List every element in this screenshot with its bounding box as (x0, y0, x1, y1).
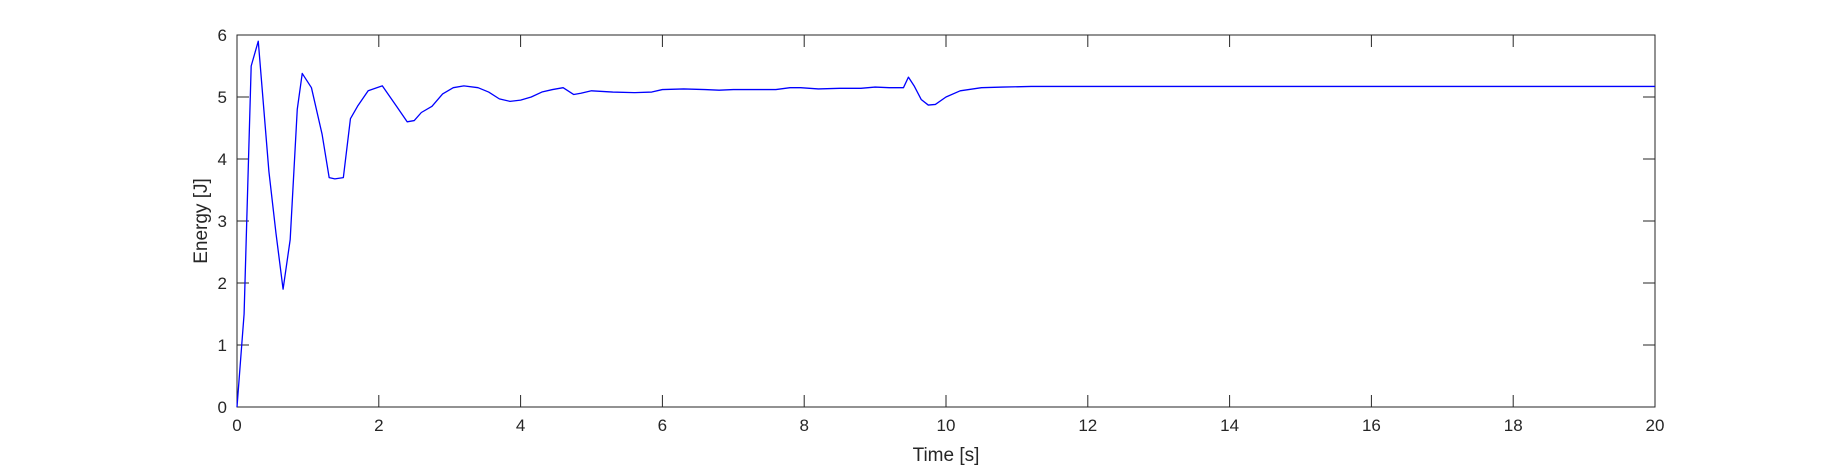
plot-area (236, 34, 1656, 408)
x-tick-label: 14 (1220, 416, 1239, 435)
x-tick-label: 2 (374, 416, 383, 435)
x-tick-label: 0 (232, 416, 241, 435)
y-tick-label: 0 (218, 398, 227, 417)
x-tick-label: 10 (937, 416, 956, 435)
y-tick-labels: 0 1 2 3 4 5 6 (218, 26, 227, 417)
x-tick-label: 6 (658, 416, 667, 435)
y-axis-label: Energy [J] (191, 178, 212, 264)
x-tick-labels: 0 2 4 6 8 10 12 14 16 18 20 (232, 416, 1664, 435)
y-tick-label: 3 (218, 212, 227, 231)
y-tick-label: 2 (218, 274, 227, 293)
x-tick-label: 20 (1646, 416, 1665, 435)
series-line (236, 40, 1655, 408)
x-tick-label: 18 (1504, 416, 1523, 435)
y-tick-label: 1 (218, 336, 227, 355)
x-tick-label: 12 (1078, 416, 1097, 435)
x-axis-label: Time [s] (913, 445, 980, 466)
y-tick-label: 4 (218, 150, 227, 169)
y-tick-label: 5 (218, 88, 227, 107)
x-tick-label: 8 (799, 416, 808, 435)
x-tick-label: 16 (1362, 416, 1381, 435)
y-tick-label: 6 (218, 26, 227, 45)
x-tick-label: 4 (516, 416, 525, 435)
